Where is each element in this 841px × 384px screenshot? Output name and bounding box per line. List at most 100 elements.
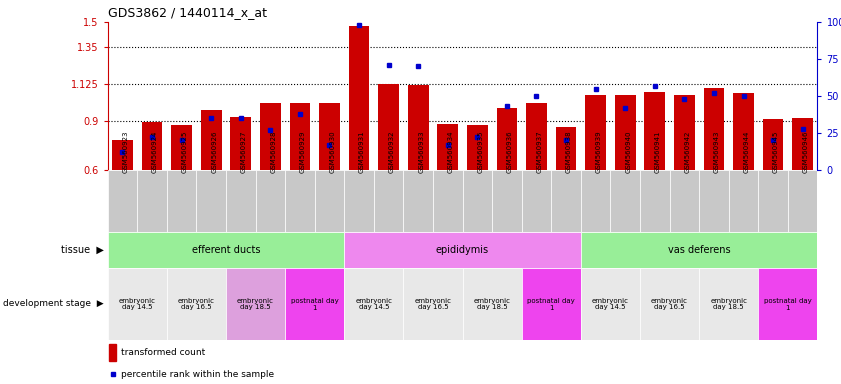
Bar	[526, 103, 547, 170]
Text: transformed count: transformed count	[121, 348, 205, 357]
Bar	[463, 268, 521, 340]
Bar	[315, 170, 344, 232]
Text: GSM560935: GSM560935	[478, 131, 484, 173]
Text: postnatal day
1: postnatal day 1	[764, 298, 812, 311]
Bar	[551, 170, 581, 232]
Bar	[699, 268, 759, 340]
Text: GSM560932: GSM560932	[389, 131, 394, 173]
Bar	[109, 344, 116, 361]
Bar	[433, 170, 463, 232]
Bar	[378, 84, 399, 170]
Bar	[669, 170, 699, 232]
Bar	[373, 170, 404, 232]
Text: GSM560940: GSM560940	[625, 131, 632, 173]
Text: GSM560930: GSM560930	[330, 131, 336, 173]
Text: GSM560936: GSM560936	[507, 131, 513, 173]
Bar	[437, 124, 458, 170]
Text: GSM560946: GSM560946	[802, 131, 809, 173]
Text: embryonic
day 18.5: embryonic day 18.5	[711, 298, 747, 311]
Text: postnatal day
1: postnatal day 1	[291, 298, 339, 311]
Bar	[644, 92, 665, 170]
Bar	[788, 170, 817, 232]
Bar	[344, 268, 404, 340]
Bar	[408, 85, 429, 170]
Text: GSM560928: GSM560928	[270, 131, 277, 173]
Bar	[611, 170, 640, 232]
Bar	[196, 170, 226, 232]
Text: GDS3862 / 1440114_x_at: GDS3862 / 1440114_x_at	[108, 7, 267, 20]
Bar	[108, 232, 344, 268]
Bar	[704, 88, 724, 170]
Bar	[733, 93, 754, 170]
Text: GSM560934: GSM560934	[447, 131, 454, 173]
Bar	[141, 122, 162, 170]
Bar	[285, 170, 315, 232]
Bar	[404, 268, 463, 340]
Bar	[699, 170, 728, 232]
Text: GSM560943: GSM560943	[714, 131, 720, 173]
Bar	[759, 170, 788, 232]
Bar	[108, 170, 137, 232]
Text: embryonic
day 18.5: embryonic day 18.5	[473, 298, 510, 311]
Text: GSM560938: GSM560938	[566, 131, 572, 173]
Text: GSM560942: GSM560942	[685, 131, 690, 173]
Bar	[792, 118, 813, 170]
Bar	[640, 170, 669, 232]
Bar	[556, 127, 576, 170]
Bar	[728, 170, 759, 232]
Text: GSM560923: GSM560923	[123, 131, 129, 173]
Text: postnatal day
1: postnatal day 1	[527, 298, 575, 311]
Bar	[289, 103, 310, 170]
Text: GSM560924: GSM560924	[152, 131, 158, 173]
Text: GSM560945: GSM560945	[773, 131, 779, 173]
Text: embryonic
day 16.5: embryonic day 16.5	[415, 298, 452, 311]
Text: development stage  ▶: development stage ▶	[3, 300, 103, 308]
Bar	[108, 268, 167, 340]
Bar	[492, 170, 521, 232]
Text: GSM560926: GSM560926	[211, 131, 217, 173]
Text: embryonic
day 18.5: embryonic day 18.5	[237, 298, 274, 311]
Bar	[615, 95, 636, 170]
Bar	[226, 268, 285, 340]
Text: GSM560925: GSM560925	[182, 131, 188, 173]
Bar	[585, 95, 606, 170]
Bar	[581, 170, 611, 232]
Bar	[521, 170, 551, 232]
Bar	[674, 95, 695, 170]
Text: tissue  ▶: tissue ▶	[61, 245, 103, 255]
Text: embryonic
day 14.5: embryonic day 14.5	[356, 298, 392, 311]
Text: efferent ducts: efferent ducts	[192, 245, 260, 255]
Bar	[285, 268, 344, 340]
Text: GSM560929: GSM560929	[300, 131, 306, 173]
Text: GSM560944: GSM560944	[743, 131, 749, 173]
Text: embryonic
day 14.5: embryonic day 14.5	[592, 298, 629, 311]
Text: embryonic
day 14.5: embryonic day 14.5	[119, 298, 156, 311]
Bar	[467, 125, 488, 170]
Bar	[463, 170, 492, 232]
Bar	[759, 268, 817, 340]
Bar	[581, 232, 817, 268]
Bar	[167, 268, 226, 340]
Bar	[521, 268, 581, 340]
Text: GSM560933: GSM560933	[418, 131, 424, 173]
Text: GSM560927: GSM560927	[241, 131, 246, 173]
Bar	[201, 110, 221, 170]
Bar	[496, 108, 517, 170]
Bar	[112, 141, 133, 170]
Bar	[230, 118, 251, 170]
Text: GSM560939: GSM560939	[595, 131, 601, 173]
Bar	[581, 268, 640, 340]
Bar	[349, 26, 369, 170]
Text: embryonic
day 16.5: embryonic day 16.5	[651, 298, 688, 311]
Text: percentile rank within the sample: percentile rank within the sample	[121, 370, 274, 379]
Bar	[763, 119, 784, 170]
Text: GSM560931: GSM560931	[359, 131, 365, 173]
Bar	[167, 170, 196, 232]
Bar	[404, 170, 433, 232]
Text: vas deferens: vas deferens	[668, 245, 731, 255]
Bar	[172, 125, 192, 170]
Bar	[640, 268, 699, 340]
Bar	[260, 103, 281, 170]
Text: embryonic
day 16.5: embryonic day 16.5	[178, 298, 214, 311]
Text: GSM560937: GSM560937	[537, 131, 542, 173]
